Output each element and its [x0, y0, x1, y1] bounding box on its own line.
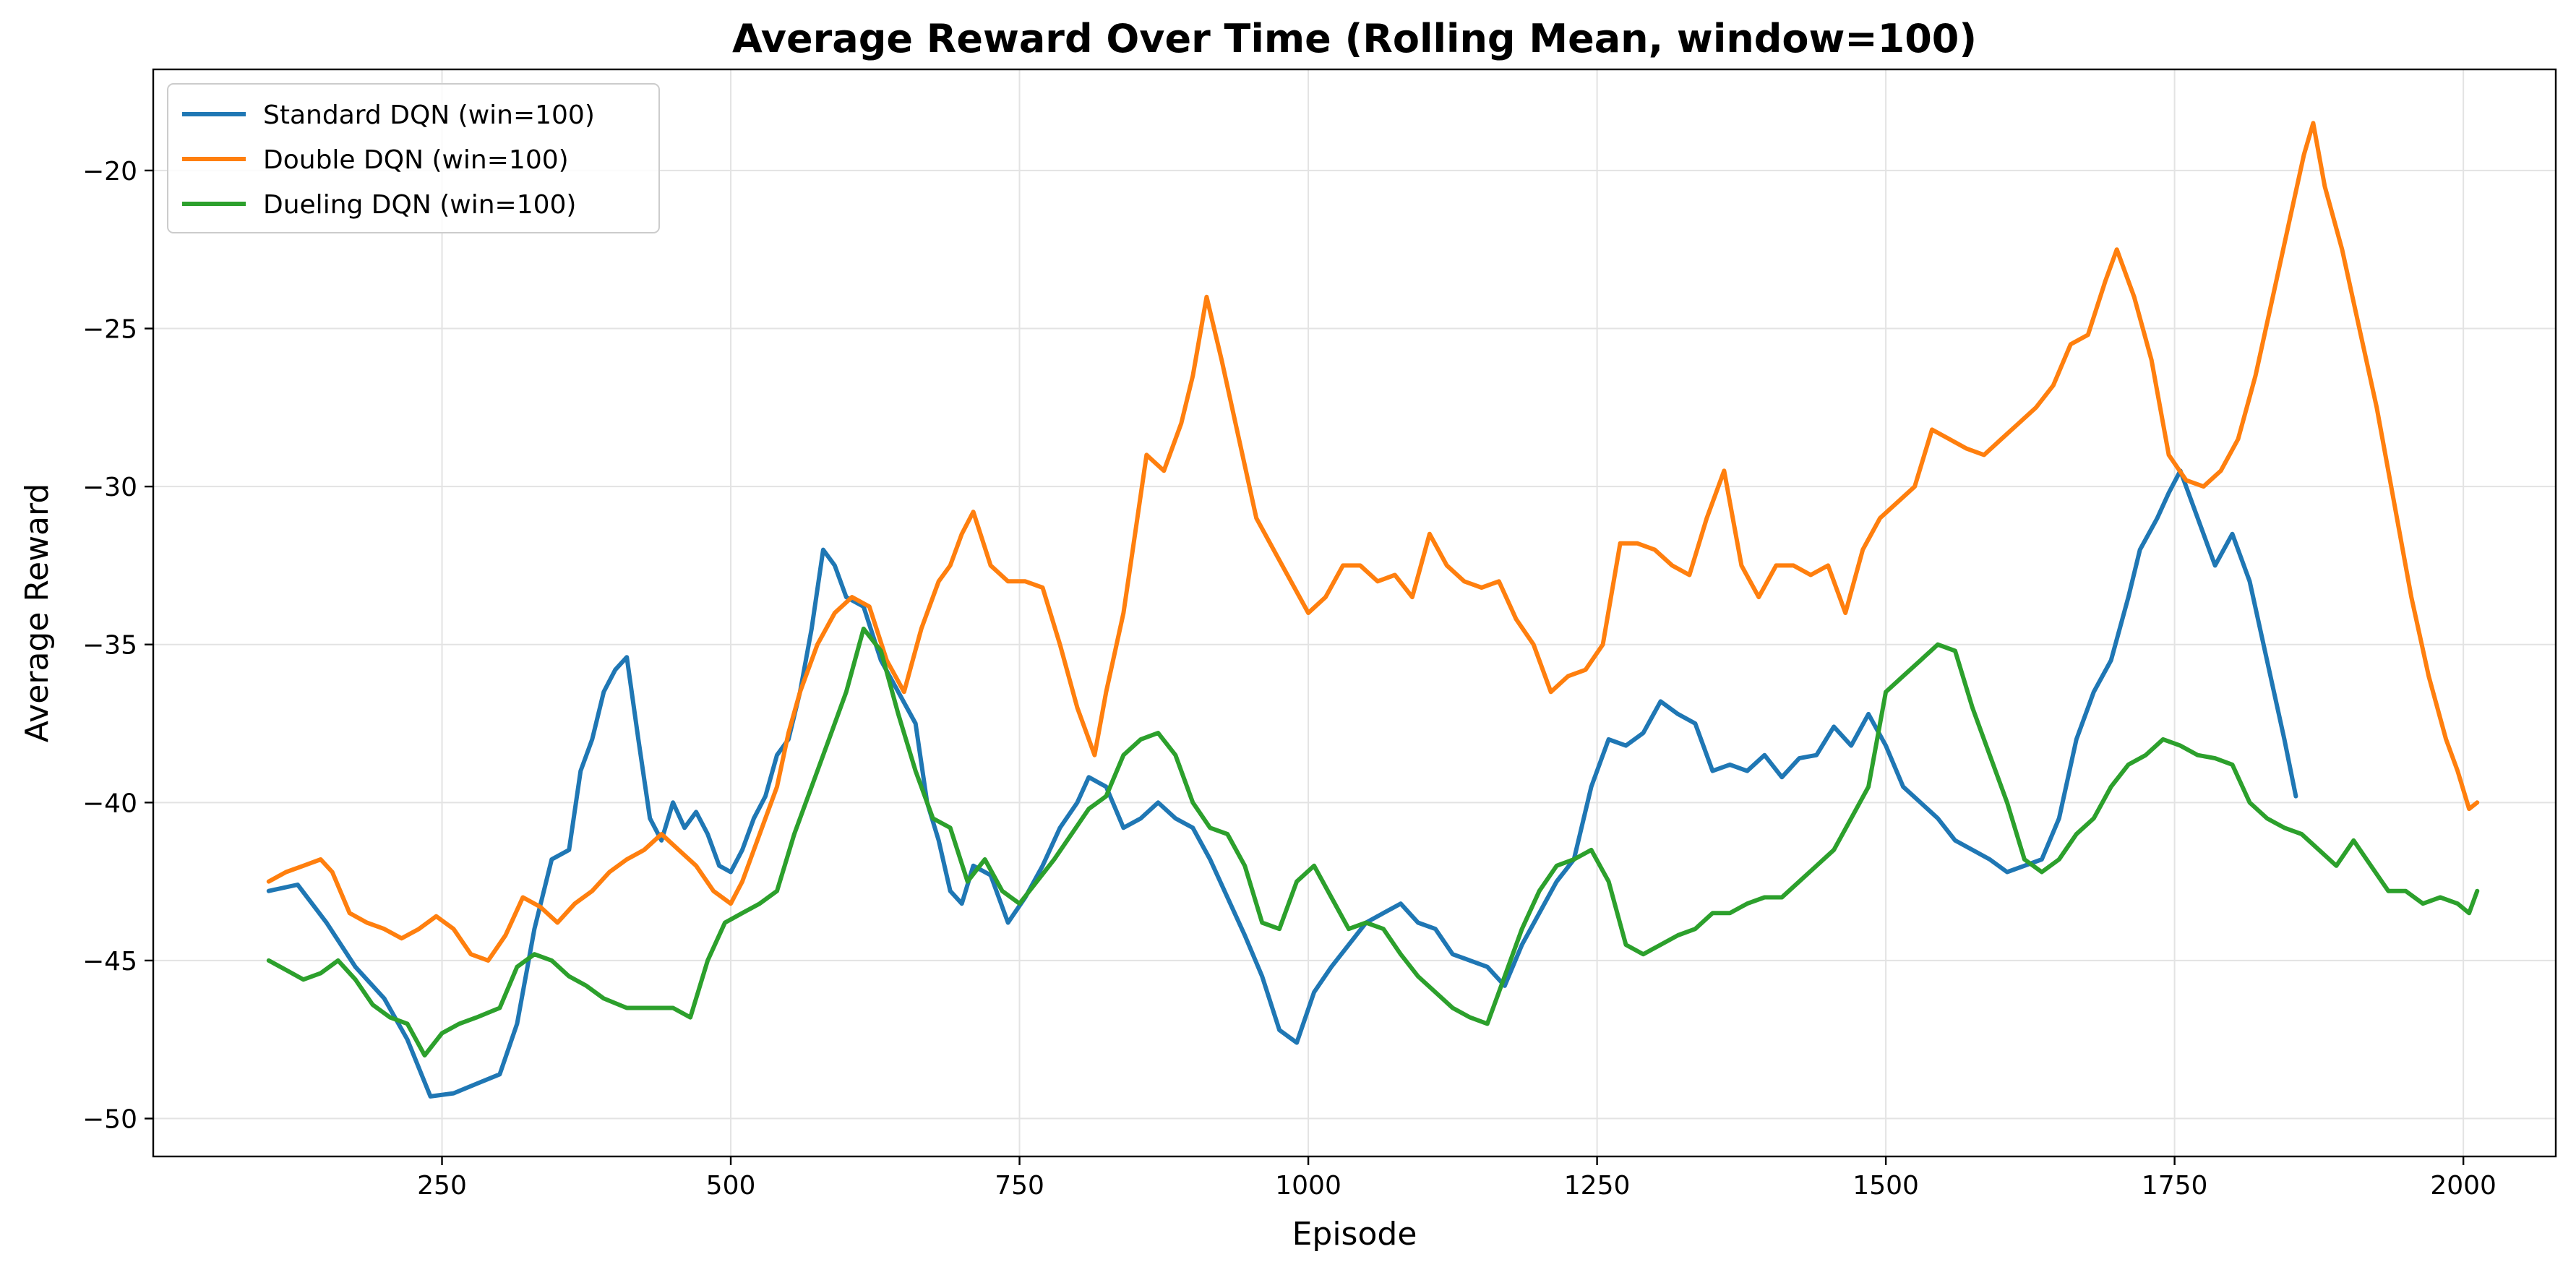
y-tick-label: −50 — [82, 1105, 137, 1135]
x-axis: 250 500 750 1000 1250 1500 1750 2000 — [417, 1156, 2496, 1201]
legend-label: Double DQN (win=100) — [263, 145, 569, 175]
y-tick-label: −30 — [82, 473, 137, 502]
x-tick-label: 1500 — [1852, 1171, 1919, 1201]
series-layer — [266, 121, 2480, 1099]
x-axis-label: Episode — [1292, 1216, 1417, 1253]
legend-label: Standard DQN (win=100) — [263, 100, 595, 130]
x-tick-label: 1000 — [1275, 1171, 1341, 1201]
series-line-2 — [266, 121, 2480, 963]
y-tick-label: −25 — [82, 315, 137, 345]
legend: Standard DQN (win=100) Double DQN (win=10… — [167, 83, 660, 233]
y-tick-label: −40 — [82, 789, 137, 818]
x-tick-label: 2000 — [2430, 1171, 2496, 1201]
y-axis-label: Average Reward — [19, 484, 56, 743]
x-tick-label: 500 — [706, 1171, 756, 1201]
series-line-1 — [266, 468, 2298, 1099]
y-tick-label: −35 — [82, 631, 137, 661]
y-tick-label: −20 — [82, 157, 137, 186]
chart-title: Average Reward Over Time (Rolling Mean, … — [732, 16, 1977, 61]
grid — [153, 69, 2556, 1156]
legend-box — [167, 83, 660, 233]
x-tick-label: 1250 — [1564, 1171, 1631, 1201]
x-tick-label: 250 — [417, 1171, 467, 1201]
series-line-3 — [266, 626, 2480, 1058]
legend-label: Dueling DQN (win=100) — [263, 190, 576, 220]
x-tick-label: 750 — [995, 1171, 1044, 1201]
y-axis: −50 −45 −40 −35 −30 −25 −20 — [82, 157, 153, 1135]
plot-frame — [152, 68, 2557, 1158]
y-tick-label: −45 — [82, 947, 137, 976]
x-tick-label: 1750 — [2142, 1171, 2208, 1201]
